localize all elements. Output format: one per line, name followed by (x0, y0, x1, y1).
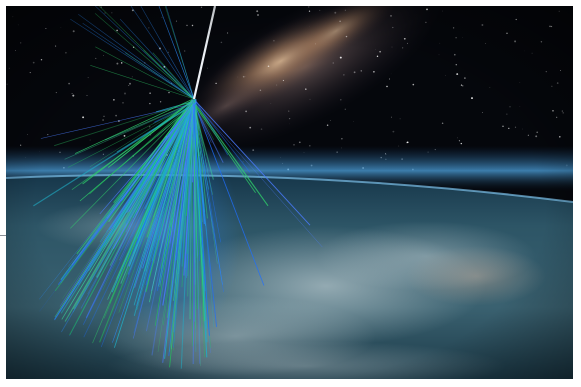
vignette (6, 6, 573, 379)
left-edge-tick-mark (0, 235, 8, 236)
cosmic-ray-shower-image (6, 6, 573, 379)
scene-svg (6, 6, 573, 379)
